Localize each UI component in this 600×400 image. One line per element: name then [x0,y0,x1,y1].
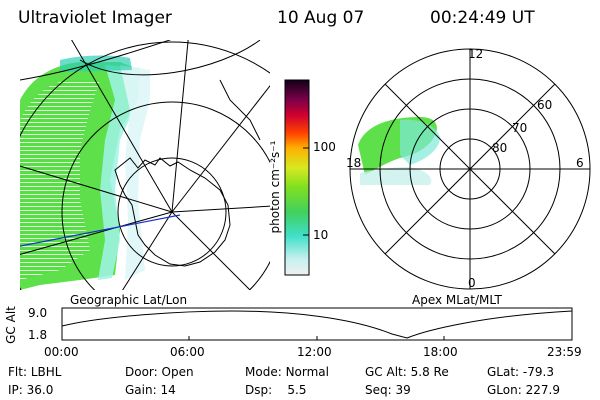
coastline [114,157,231,267]
alt-plot-ylabel: GC Alt [3,306,18,344]
colorbar-tick-100: 100 [313,140,336,154]
alt-ytick-1_8: 1.8 [28,328,48,342]
door-info: Door: Open [125,365,194,379]
alt-xtick-2359: 23:59 [547,345,582,359]
seq-info: Seq: 39 [365,383,411,397]
alt-xtick-0600: 06:00 [170,345,205,359]
altitude-curve [61,310,573,339]
mlt-label-6: 6 [576,156,584,170]
glon-info: GLon: 227.9 [487,383,560,397]
alt-xtick-1800: 18:00 [423,345,458,359]
terminator-line [20,214,181,247]
date-label: 10 Aug 07 [277,8,365,28]
instrument-title: Ultraviolet Imager [18,8,172,28]
time-label: 00:24:49 UT [430,8,535,28]
colorbar-label: photon cm⁻²s⁻¹ [268,140,282,234]
colorbar-tick-10: 10 [313,228,329,242]
mlat-label-70: 70 [512,121,528,135]
gain-info: Gain: 14 [125,383,176,397]
polar-panel-label: Apex MLat/MLT [412,293,502,307]
filter-info: Flt: LBHL [8,365,62,379]
glat-info: GLat: -79.3 [487,365,554,379]
ip-info: IP: 36.0 [8,383,54,397]
mlt-label-18: 18 [346,156,362,170]
altitude-plot [61,307,573,341]
colorbar [284,79,310,276]
mlat-label-60: 60 [537,98,553,112]
polar-mlat-mlt-panel [349,48,591,290]
alt-ytick-9: 9.0 [28,306,48,320]
geographic-image-panel [20,40,270,290]
mlat-label-80: 80 [492,141,508,155]
alt-xtick-1200: 12:00 [297,345,332,359]
mlt-label-0: 0 [468,276,476,290]
alt-xtick-0000: 00:00 [44,345,79,359]
gc-alt-info: GC Alt: 5.8 Re [365,365,449,379]
mlt-label-12: 12 [468,47,484,61]
geo-panel-label: Geographic Lat/Lon [70,293,188,307]
mode-info: Mode: Normal [245,365,329,379]
dsp-info: Dsp: 5.5 [245,383,307,397]
